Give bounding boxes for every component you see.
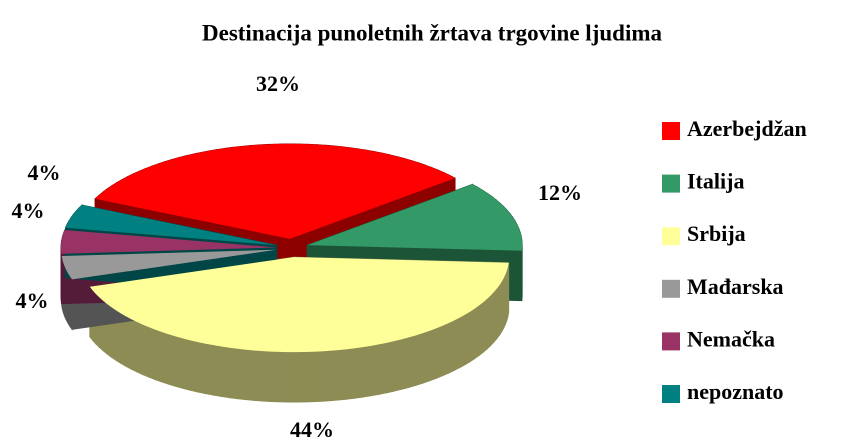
legend-swatch	[662, 174, 680, 193]
slice	[61, 229, 277, 254]
data-label: 12%	[538, 180, 582, 205]
slice-side-face	[459, 314, 466, 369]
slice-side-face	[490, 290, 495, 347]
slice-side-face	[393, 338, 403, 392]
slice-side-face	[161, 331, 170, 385]
slice-side-face	[205, 343, 214, 396]
slice-side-face	[401, 336, 410, 390]
slice-side-face	[142, 324, 150, 378]
legend-label: Srbija	[687, 221, 746, 246]
legend-label: Mađarska	[687, 274, 784, 299]
slice-side-face	[190, 339, 199, 393]
slice-side-face	[346, 347, 356, 400]
data-label: 32%	[256, 71, 300, 96]
legend-label: Azerbejdžan	[687, 116, 807, 141]
legend-swatch	[662, 332, 680, 351]
data-label: 4%	[28, 160, 61, 185]
slice-side-face	[148, 326, 156, 381]
slice	[95, 143, 456, 239]
slice-side-face	[486, 294, 492, 350]
slice-side-face	[182, 337, 191, 391]
slice	[65, 205, 277, 246]
slice-side-face	[229, 347, 238, 400]
slice	[61, 249, 277, 280]
slice-side-face	[435, 325, 443, 380]
legend-label: nepoznato	[687, 379, 784, 404]
slice-side-face	[304, 351, 314, 403]
slice-side-face	[378, 342, 388, 395]
slice-side-face	[447, 319, 455, 374]
slice-side-face	[175, 335, 184, 390]
slice-side-face	[453, 317, 461, 372]
slice-side-face	[197, 341, 207, 395]
slice-side-face	[220, 346, 230, 399]
slice-side-face	[422, 330, 430, 384]
data-label: 44%	[290, 417, 334, 442]
slice-side-face	[262, 350, 272, 402]
legend-swatch	[662, 122, 680, 140]
slice-side-face	[469, 307, 476, 363]
chart-title: Destinacija punoletnih žrtava trgovine l…	[202, 20, 662, 45]
slice-side-face	[478, 301, 484, 357]
slice-side-face	[386, 340, 395, 394]
slice-side-face	[429, 327, 437, 382]
slice-side-face	[408, 334, 417, 388]
slice-side-face	[370, 343, 380, 397]
slice	[307, 184, 523, 251]
legend-swatch	[662, 385, 680, 403]
slice-side-face	[493, 287, 498, 344]
slice-side-face	[312, 350, 323, 403]
slice-side-face	[155, 329, 163, 383]
slice-side-face	[287, 351, 297, 403]
slice-side-face	[270, 351, 280, 403]
slice-side-face	[354, 346, 364, 399]
slice-side-face	[253, 350, 263, 402]
slice-side-face	[474, 304, 480, 360]
slice-side-face	[213, 344, 222, 397]
legend-label: Nemačka	[687, 326, 775, 351]
slice-side-face	[415, 332, 424, 386]
legend-label: Italija	[687, 169, 744, 194]
slice-side-face	[245, 349, 255, 401]
slice-side-face	[464, 311, 471, 366]
legend-swatch	[662, 227, 680, 246]
slice-side-face	[329, 349, 339, 402]
slice-side-face	[278, 351, 289, 403]
slice-side-face	[321, 350, 331, 402]
data-label: 4%	[16, 288, 49, 313]
slice	[89, 257, 509, 353]
legend-swatch	[662, 279, 680, 298]
slice-side-face	[295, 351, 306, 403]
slice-side-face	[338, 348, 348, 401]
slice-side-face	[168, 333, 177, 388]
slice-side-face	[482, 297, 488, 354]
slice-side-face	[237, 348, 247, 401]
slice-side-face	[362, 345, 372, 398]
slice-side-face	[441, 322, 449, 377]
data-label: 4%	[12, 198, 45, 223]
